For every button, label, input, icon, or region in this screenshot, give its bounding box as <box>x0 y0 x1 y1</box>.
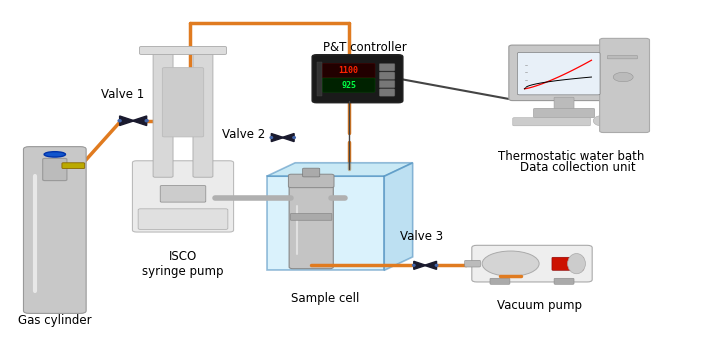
FancyBboxPatch shape <box>312 55 403 103</box>
FancyBboxPatch shape <box>472 245 592 282</box>
Ellipse shape <box>44 152 66 157</box>
Ellipse shape <box>593 116 609 126</box>
FancyBboxPatch shape <box>160 186 206 202</box>
FancyBboxPatch shape <box>139 46 227 55</box>
Ellipse shape <box>145 120 148 122</box>
Polygon shape <box>384 163 413 271</box>
Text: Valve 3: Valve 3 <box>400 231 443 243</box>
FancyBboxPatch shape <box>379 80 395 88</box>
FancyBboxPatch shape <box>288 174 334 188</box>
Polygon shape <box>267 176 384 271</box>
Polygon shape <box>267 163 413 176</box>
Polygon shape <box>414 261 426 270</box>
Ellipse shape <box>435 264 438 266</box>
FancyBboxPatch shape <box>379 89 395 96</box>
FancyBboxPatch shape <box>322 78 375 92</box>
FancyBboxPatch shape <box>379 72 395 79</box>
Polygon shape <box>119 116 134 125</box>
FancyBboxPatch shape <box>509 45 612 101</box>
FancyBboxPatch shape <box>62 163 84 168</box>
Text: Valve 2: Valve 2 <box>222 128 265 141</box>
Ellipse shape <box>293 137 295 138</box>
Polygon shape <box>424 261 437 270</box>
FancyBboxPatch shape <box>193 47 213 177</box>
FancyBboxPatch shape <box>379 64 395 71</box>
Ellipse shape <box>482 251 539 276</box>
Ellipse shape <box>568 254 586 274</box>
FancyBboxPatch shape <box>533 108 595 118</box>
Text: Thermostatic water bath: Thermostatic water bath <box>498 149 644 163</box>
FancyBboxPatch shape <box>552 257 583 271</box>
FancyBboxPatch shape <box>465 260 480 267</box>
FancyBboxPatch shape <box>289 185 333 269</box>
FancyBboxPatch shape <box>153 47 173 177</box>
FancyBboxPatch shape <box>162 67 204 137</box>
Text: Valve 1: Valve 1 <box>101 87 144 101</box>
Text: ISCO
syringe pump: ISCO syringe pump <box>142 250 224 278</box>
FancyBboxPatch shape <box>302 168 320 177</box>
FancyBboxPatch shape <box>513 118 591 126</box>
FancyBboxPatch shape <box>317 62 322 96</box>
Polygon shape <box>271 134 284 142</box>
Text: 1100: 1100 <box>339 66 359 76</box>
FancyBboxPatch shape <box>518 53 600 95</box>
Ellipse shape <box>270 137 272 138</box>
Text: Sample cell: Sample cell <box>291 292 360 305</box>
Text: Data collection unit: Data collection unit <box>521 161 636 174</box>
Text: Gas cylinder: Gas cylinder <box>18 314 92 327</box>
Polygon shape <box>132 116 147 125</box>
Polygon shape <box>282 134 294 142</box>
FancyBboxPatch shape <box>600 38 649 133</box>
Ellipse shape <box>118 120 121 122</box>
FancyBboxPatch shape <box>322 64 375 78</box>
FancyBboxPatch shape <box>24 147 86 313</box>
FancyBboxPatch shape <box>554 97 574 111</box>
Text: 925: 925 <box>341 81 356 90</box>
Text: Vacuum pump: Vacuum pump <box>497 299 581 312</box>
Ellipse shape <box>413 264 415 266</box>
Text: P&T controller: P&T controller <box>322 40 407 54</box>
FancyBboxPatch shape <box>43 158 67 181</box>
Ellipse shape <box>613 72 633 82</box>
FancyBboxPatch shape <box>554 278 574 284</box>
FancyBboxPatch shape <box>132 161 234 232</box>
FancyBboxPatch shape <box>290 214 332 220</box>
FancyBboxPatch shape <box>490 278 510 284</box>
FancyBboxPatch shape <box>138 209 228 230</box>
FancyBboxPatch shape <box>608 56 637 59</box>
